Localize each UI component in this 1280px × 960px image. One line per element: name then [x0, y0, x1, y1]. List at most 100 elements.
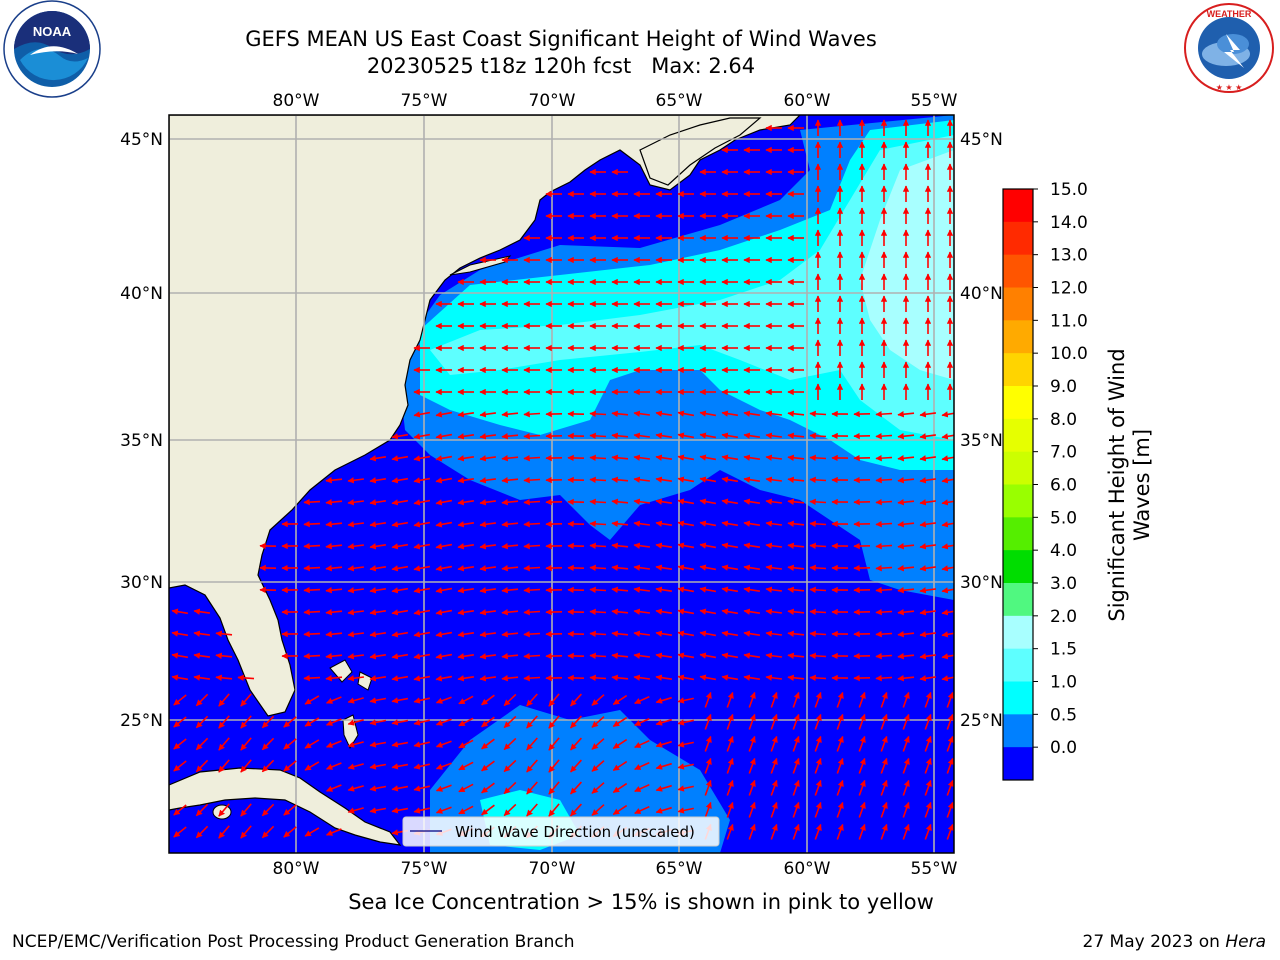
wave-direction-arrow [941, 543, 954, 550]
wave-direction-arrow [612, 782, 628, 794]
wave-direction-arrow [283, 760, 297, 772]
wave-direction-arrow [924, 713, 932, 730]
wave-direction-arrow [326, 696, 342, 704]
wave-direction-arrow [699, 476, 717, 483]
wave-direction-arrow [193, 674, 211, 681]
wave-direction-arrow [880, 823, 888, 840]
wave-direction-arrow [633, 498, 651, 505]
wave-direction-arrow [347, 521, 365, 528]
wave-direction-arrow [612, 760, 628, 772]
wave-direction-arrow [479, 587, 497, 594]
colorbar-tick-label: 1.5 [1050, 640, 1077, 660]
wave-direction-arrow [924, 691, 932, 708]
wave-direction-arrow [325, 543, 343, 550]
wave-direction-arrow [570, 737, 582, 751]
colorbar-segment [1003, 386, 1033, 420]
lat-label-right: 25°N [960, 711, 1003, 731]
wave-direction-arrow [526, 715, 538, 729]
wave-direction-arrow [787, 410, 805, 417]
sea-ice-note: Sea Ice Concentration > 15% is shown in … [348, 890, 934, 914]
wave-direction-arrow [347, 785, 364, 792]
wave-direction-arrow [215, 630, 233, 637]
wave-direction-arrow [787, 498, 805, 505]
lon-label-bottom: 70°W [529, 859, 576, 879]
wave-direction-arrow [611, 652, 629, 659]
wave-direction-arrow [347, 587, 365, 594]
wave-direction-arrow [655, 410, 673, 417]
wave-direction-arrow [677, 807, 694, 814]
wave-direction-arrow [704, 735, 712, 752]
colorbar-segment [1003, 583, 1033, 617]
wave-direction-arrow [589, 432, 607, 440]
wave-direction-arrow [836, 735, 844, 752]
wave-direction-arrow [391, 455, 409, 462]
wave-direction-arrow [325, 477, 343, 484]
wave-direction-arrow [858, 823, 866, 840]
wave-direction-arrow [721, 476, 739, 483]
wave-direction-arrow [435, 543, 453, 550]
wave-direction-arrow [347, 477, 365, 484]
wave-direction-arrow [655, 696, 672, 704]
wave-direction-arrow [655, 652, 673, 659]
wave-direction-arrow [770, 713, 778, 730]
wave-direction-arrow [391, 741, 409, 748]
title-line-1: GEFS MEAN US East Coast Significant Heig… [245, 27, 877, 51]
colorbar-segment [1003, 681, 1033, 715]
wave-direction-arrow [704, 691, 712, 708]
wave-direction-arrow [435, 521, 453, 528]
wave-direction-arrow [391, 477, 409, 484]
wave-direction-arrow [458, 695, 474, 705]
wave-direction-arrow [633, 630, 651, 637]
wave-direction-arrow [941, 631, 954, 638]
wave-direction-arrow [261, 803, 275, 817]
colorbar-tick-label: 2.0 [1050, 607, 1077, 627]
wave-direction-arrow [655, 564, 673, 571]
wave-direction-arrow [726, 735, 734, 752]
wave-direction-arrow [570, 803, 582, 817]
wave-direction-arrow [770, 779, 778, 796]
wave-direction-arrow [655, 784, 672, 792]
wave-direction-arrow [435, 565, 453, 572]
wave-direction-arrow [523, 630, 541, 638]
wave-direction-arrow [612, 694, 628, 706]
wave-direction-arrow [435, 696, 452, 704]
svg-text:WEATHER: WEATHER [1207, 9, 1252, 19]
wave-direction-arrow [726, 757, 734, 774]
wave-direction-arrow [369, 631, 387, 638]
wave-direction-arrow [655, 806, 672, 814]
wave-direction-arrow [611, 630, 629, 637]
wave-direction-arrow [941, 675, 954, 682]
wave-direction-arrow [548, 781, 560, 795]
wave-direction-arrow [435, 718, 452, 726]
colorbar-tick-label: 1.0 [1050, 673, 1077, 693]
wave-direction-arrow [897, 631, 915, 638]
wave-band-1.5-2 [430, 135, 954, 440]
wave-direction-arrow [503, 715, 517, 729]
wave-direction-arrow [523, 652, 541, 660]
wave-direction-arrow [946, 801, 954, 818]
wave-direction-arrow [479, 433, 497, 440]
wave-direction-arrow [611, 454, 629, 461]
wave-direction-arrow [173, 826, 187, 838]
wave-direction-arrow [677, 719, 694, 726]
lat-label-left: 25°N [120, 711, 163, 731]
wave-direction-arrow [787, 674, 805, 681]
wave-direction-arrow [897, 499, 915, 506]
graticule [169, 115, 954, 853]
wave-direction-arrow [809, 542, 827, 550]
lon-label-top: 80°W [273, 91, 320, 111]
wave-direction-arrow [369, 455, 387, 462]
wave-direction-arrow [919, 653, 937, 660]
wave-direction-arrow [919, 609, 937, 616]
wave-direction-arrow [479, 565, 497, 572]
wave-direction-arrow [655, 454, 673, 461]
wave-direction-arrow [457, 631, 475, 638]
wave-direction-arrow [303, 520, 321, 528]
wave-direction-arrow [655, 740, 672, 748]
wave-direction-arrow [633, 674, 651, 681]
lat-label-left: 45°N [120, 130, 163, 150]
wave-direction-arrow [589, 652, 607, 660]
wave-direction-arrow [875, 498, 893, 506]
wave-direction-arrow [548, 737, 560, 751]
wave-direction-arrow [526, 759, 538, 773]
